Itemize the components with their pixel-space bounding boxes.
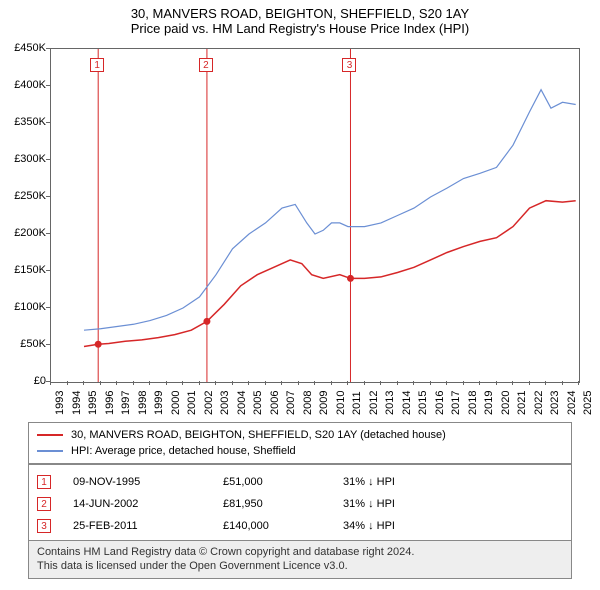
x-tick-label: 2022 — [533, 391, 545, 415]
x-tick-label: 1995 — [87, 391, 99, 415]
legend-label: HPI: Average price, detached house, Shef… — [71, 445, 296, 457]
x-tick-label: 2015 — [417, 391, 429, 415]
y-tick-label: £250K — [0, 190, 46, 202]
y-tick-label: £200K — [0, 227, 46, 239]
x-tick-label: 1998 — [137, 391, 149, 415]
x-tick-label: 1993 — [54, 391, 66, 415]
x-tick-label: 2001 — [186, 391, 198, 415]
chart-title: 30, MANVERS ROAD, BEIGHTON, SHEFFIELD, S… — [0, 6, 600, 21]
y-tick-label: £450K — [0, 42, 46, 54]
event-marker-icon: 3 — [37, 519, 51, 533]
event-row: 3 25-FEB-2011 £140,000 34% ↓ HPI — [37, 515, 563, 537]
event-date: 14-JUN-2002 — [73, 498, 223, 510]
footer-line: This data is licensed under the Open Gov… — [37, 559, 563, 573]
event-price: £51,000 — [223, 476, 343, 488]
event-marker-icon: 2 — [37, 497, 51, 511]
x-tick-label: 2007 — [285, 391, 297, 415]
x-tick-label: 2025 — [582, 391, 594, 415]
y-tick-label: £350K — [0, 116, 46, 128]
y-tick-label: £50K — [0, 338, 46, 350]
event-line-marker: 3 — [342, 58, 356, 72]
event-direction: 31% ↓ HPI — [343, 498, 395, 510]
attribution-footer: Contains HM Land Registry data © Crown c… — [28, 540, 572, 579]
x-tick-label: 1997 — [120, 391, 132, 415]
x-tick-label: 2012 — [368, 391, 380, 415]
legend: 30, MANVERS ROAD, BEIGHTON, SHEFFIELD, S… — [28, 422, 572, 464]
x-tick-label: 2023 — [549, 391, 561, 415]
legend-row: 30, MANVERS ROAD, BEIGHTON, SHEFFIELD, S… — [37, 427, 563, 443]
x-tick-label: 2020 — [500, 391, 512, 415]
event-date: 25-FEB-2011 — [73, 520, 223, 532]
legend-row: HPI: Average price, detached house, Shef… — [37, 443, 563, 459]
x-tick-label: 2006 — [269, 391, 281, 415]
event-line-marker: 2 — [199, 58, 213, 72]
y-tick-label: £300K — [0, 153, 46, 165]
x-tick-label: 2008 — [302, 391, 314, 415]
event-date: 09-NOV-1995 — [73, 476, 223, 488]
y-tick-label: £150K — [0, 264, 46, 276]
x-tick-label: 2005 — [252, 391, 264, 415]
x-tick-label: 2003 — [219, 391, 231, 415]
legend-swatch — [37, 450, 63, 452]
event-marker-icon: 1 — [37, 475, 51, 489]
x-tick-label: 2011 — [351, 391, 363, 415]
event-direction: 34% ↓ HPI — [343, 520, 395, 532]
plot-area — [50, 48, 580, 383]
footer-line: Contains HM Land Registry data © Crown c… — [37, 545, 563, 559]
x-tick-label: 2004 — [236, 391, 248, 415]
y-tick-label: £400K — [0, 79, 46, 91]
x-tick-label: 2013 — [384, 391, 396, 415]
event-direction: 31% ↓ HPI — [343, 476, 395, 488]
chart-container: 30, MANVERS ROAD, BEIGHTON, SHEFFIELD, S… — [0, 0, 600, 590]
x-tick-label: 2014 — [401, 391, 413, 415]
y-tick-label: £100K — [0, 301, 46, 313]
x-tick-label: 2017 — [450, 391, 462, 415]
event-price: £81,950 — [223, 498, 343, 510]
x-tick-label: 2010 — [335, 391, 347, 415]
x-tick-label: 2021 — [516, 391, 528, 415]
legend-label: 30, MANVERS ROAD, BEIGHTON, SHEFFIELD, S… — [71, 429, 446, 441]
x-tick-label: 2018 — [467, 391, 479, 415]
y-tick-label: £0 — [0, 375, 46, 387]
x-tick-label: 2009 — [318, 391, 330, 415]
x-tick-label: 2002 — [203, 391, 215, 415]
x-tick-label: 2000 — [170, 391, 182, 415]
plot-svg — [51, 49, 579, 382]
x-tick-label: 2019 — [483, 391, 495, 415]
x-tick-label: 1994 — [71, 391, 83, 415]
event-row: 2 14-JUN-2002 £81,950 31% ↓ HPI — [37, 493, 563, 515]
event-row: 1 09-NOV-1995 £51,000 31% ↓ HPI — [37, 471, 563, 493]
legend-swatch — [37, 434, 63, 436]
events-table: 1 09-NOV-1995 £51,000 31% ↓ HPI 2 14-JUN… — [28, 464, 572, 544]
x-tick-label: 2016 — [434, 391, 446, 415]
chart-subtitle: Price paid vs. HM Land Registry's House … — [0, 21, 600, 36]
x-tick-label: 1996 — [104, 391, 116, 415]
x-tick-label: 1999 — [153, 391, 165, 415]
event-line-marker: 1 — [90, 58, 104, 72]
x-tick-label: 2024 — [566, 391, 578, 415]
title-block: 30, MANVERS ROAD, BEIGHTON, SHEFFIELD, S… — [0, 0, 600, 36]
event-price: £140,000 — [223, 520, 343, 532]
